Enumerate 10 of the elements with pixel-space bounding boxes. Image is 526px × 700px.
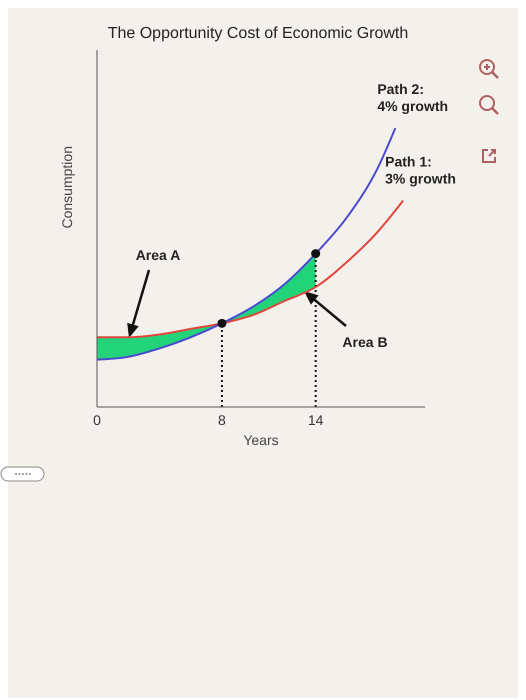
series-label: Path 2: 4% growth [377, 81, 448, 114]
annotation: Area B [342, 334, 388, 350]
y-axis-title: Consumption [58, 146, 75, 228]
chart-title: The Opportunity Cost of Economic Growth [108, 25, 408, 42]
annotation: Area A [136, 247, 180, 263]
x-axis-title: Years [243, 432, 279, 448]
series-label: Path 1: 3% growth [385, 154, 456, 187]
x-tick-label: 8 [218, 412, 226, 428]
x-tick-label: 14 [308, 412, 324, 428]
x-tick-label: 0 [93, 412, 102, 428]
